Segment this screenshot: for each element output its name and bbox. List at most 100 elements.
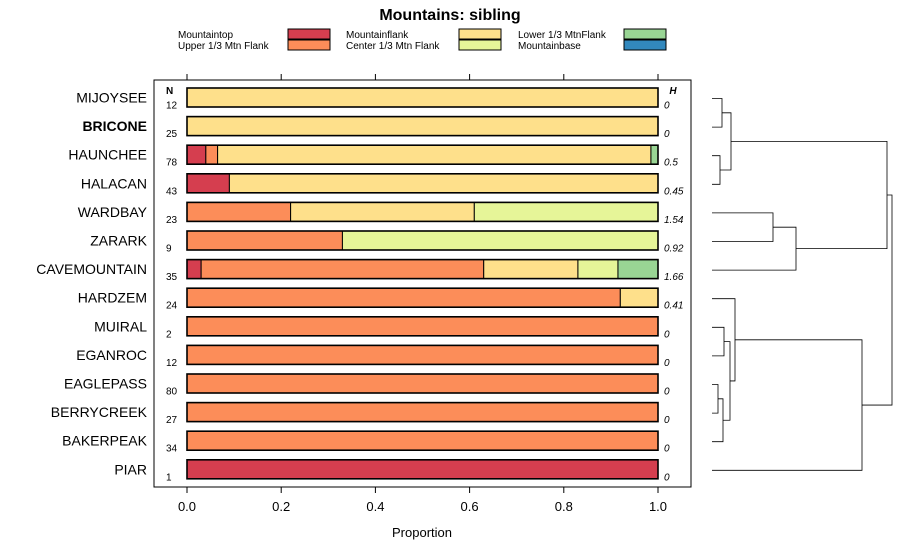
dendrogram-link [712,226,797,271]
row-h-value: 0 [664,329,670,340]
dendrogram-link [862,194,893,406]
row-label: CAVEMOUNTAIN [36,261,147,277]
dendrogram-link [712,98,723,128]
row-n-value: 27 [166,415,178,426]
n-column-header: N [166,86,173,97]
row-n-value: 78 [166,158,178,169]
dendrogram-link [712,212,774,242]
row-label: HARDZEM [78,290,147,306]
bar-outline [186,287,659,309]
bar-segment [617,259,659,280]
bar-segment [619,287,659,308]
row-n-value: 9 [166,244,172,255]
row-n-value: 12 [166,358,178,369]
x-tick-label: 0.0 [178,499,196,514]
row-h-value: 1.54 [664,215,684,226]
row-label: MIJOYSEE [76,90,147,106]
row-label: EGANROC [76,347,147,363]
row-label: MUIRAL [94,318,147,334]
legend-label: Upper 1/3 Mtn Flank [178,41,270,52]
row-h-value: 0 [664,415,670,426]
bar-outline [186,144,659,165]
row-label: WARDBAY [78,204,148,220]
row-h-value: 0 [664,472,670,483]
legend-swatch [287,28,331,40]
bar-segment [186,373,659,394]
row-h-value: 0 [664,101,670,112]
row-label: BRICONE [82,118,147,134]
row-label: BAKERPEAK [62,433,147,449]
row-n-value: 2 [166,329,172,340]
row-n-value: 80 [166,387,178,398]
row-h-value: 0 [664,444,670,455]
bar-outline [186,344,659,366]
legend-label: Mountainbase [518,41,581,52]
row-h-value: 0.41 [664,301,683,312]
bar-segment [186,259,202,280]
bar-segment [200,259,485,280]
bar-segment [186,344,659,365]
dendrogram-link [712,339,863,471]
bar-segment [341,230,659,251]
dendrogram-link [712,398,724,443]
bar-outline [186,173,659,194]
bar-segment [650,144,659,165]
row-label: ZARARK [90,233,147,249]
x-axis: 0.0 0.2 0.4 0.6 0.8 1.0 [178,74,667,514]
legend-label: Mountainflank [346,30,409,41]
bar-outline [186,315,659,337]
x-tick-label: 0.8 [555,499,573,514]
dendrogram [712,98,893,471]
legend-label: Lower 1/3 MtnFlank [518,30,607,41]
x-axis-label: Proportion [392,525,452,540]
legend-label: Center 1/3 Mtn Flank [346,41,440,52]
bar-outline [186,230,659,251]
dendrogram-link [712,298,736,382]
legend-swatch [287,39,331,51]
bar-segment [473,201,659,222]
row-h-value: 1.66 [664,272,684,283]
bar-outline [186,373,659,394]
dendrogram-link [712,384,719,414]
bar-segment [186,430,659,451]
bar-segment [290,201,475,222]
row-n-value: 35 [166,272,178,283]
row-label: BERRYCREEK [51,404,148,420]
legend-swatch [458,39,502,51]
bar-segment [483,259,579,280]
dendrogram-link [731,141,888,250]
row-n-value: 1 [166,472,172,483]
bar-segment [186,287,621,308]
bar-outline [186,430,659,452]
x-tick-label: 1.0 [649,499,667,514]
legend-swatch [623,39,667,51]
row-label: HAUNCHEE [68,147,147,163]
row-h-value: 0.92 [664,244,684,255]
bar-segment [186,116,659,137]
row-label: PIAR [114,461,147,477]
row-n-value: 25 [166,129,178,140]
legend-label: Mountaintop [178,30,233,41]
row-h-value: 0 [664,387,670,398]
row-n-value: 12 [166,101,178,112]
bar-outline [186,258,659,280]
bar-segment [186,402,659,423]
dendrogram-link [712,326,725,357]
x-tick-label: 0.6 [461,499,479,514]
row-n-value: 23 [166,215,178,226]
legend-swatch [623,28,667,40]
bar-segment [186,316,659,337]
legend-swatch [458,28,502,40]
bar-outline [186,201,659,223]
x-tick-label: 0.4 [366,499,384,514]
bar-outline [186,87,659,108]
plot-frame [153,79,692,488]
row-n-value: 34 [166,444,178,455]
h-column-header: H [669,86,677,97]
row-n-value: 43 [166,186,178,197]
row-label: EAGLEPASS [64,376,147,392]
bar-segment [186,144,207,165]
